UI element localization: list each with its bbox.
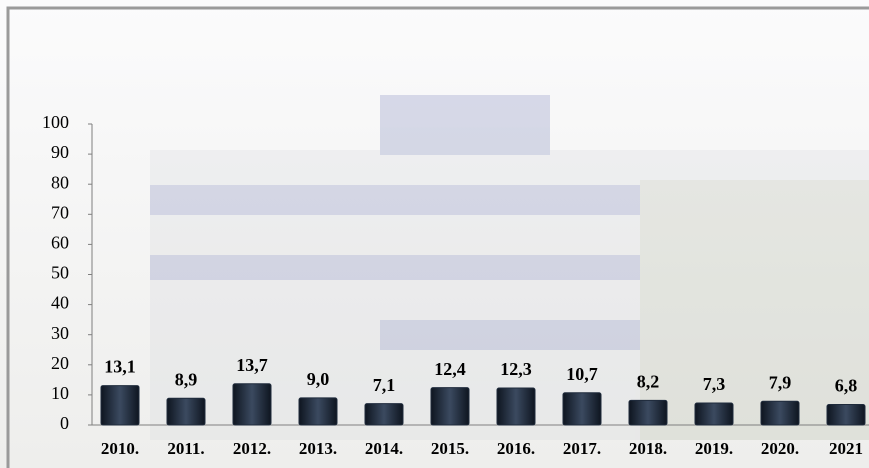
x-tick-label: 2019. xyxy=(695,439,733,458)
value-label: 13,1 xyxy=(104,357,136,377)
value-label: 7,3 xyxy=(703,374,726,394)
x-tick-label: 2014. xyxy=(365,439,403,458)
x-tick-label: 2018. xyxy=(629,439,667,458)
bar xyxy=(298,397,338,426)
x-tick-label: 2015. xyxy=(431,439,469,458)
y-tick-label: 20 xyxy=(51,353,69,373)
bar xyxy=(826,404,866,426)
value-label: 7,9 xyxy=(769,372,792,392)
value-label: 7,1 xyxy=(373,375,396,395)
x-tick-label: 2011. xyxy=(167,439,204,458)
bar xyxy=(562,392,602,426)
value-label: 9,0 xyxy=(307,369,330,389)
value-label: 8,9 xyxy=(175,369,198,389)
value-label: 12,3 xyxy=(500,359,532,379)
bar xyxy=(166,397,206,426)
y-tick-label: 90 xyxy=(51,142,69,162)
x-tick-label: 2013. xyxy=(299,439,337,458)
bar xyxy=(496,387,536,426)
bar xyxy=(694,402,734,426)
background-building xyxy=(150,95,869,440)
value-label: 8,2 xyxy=(637,371,660,391)
value-label: 10,7 xyxy=(566,364,598,384)
y-tick-label: 50 xyxy=(51,263,69,283)
x-tick-label: 2010. xyxy=(101,439,139,458)
value-label: 12,4 xyxy=(434,359,466,379)
y-tick-label: 70 xyxy=(51,202,69,222)
x-tick-label: 2017. xyxy=(563,439,601,458)
bar xyxy=(232,383,272,426)
y-tick-label: 100 xyxy=(42,112,69,132)
x-tick-label: 2020. xyxy=(761,439,799,458)
bar xyxy=(628,399,668,426)
value-label: 6,8 xyxy=(835,376,858,396)
y-tick-label: 60 xyxy=(51,233,69,253)
frame xyxy=(6,6,869,468)
bar xyxy=(100,385,140,426)
bar xyxy=(430,387,470,426)
y-tick-label: 10 xyxy=(51,383,69,403)
bar xyxy=(760,400,800,426)
y-tick-label: 0 xyxy=(60,413,69,433)
x-tick-label: 2016. xyxy=(497,439,535,458)
y-tick-label: 30 xyxy=(51,323,69,343)
y-tick-label: 80 xyxy=(51,172,69,192)
bar xyxy=(364,403,404,426)
value-label: 13,7 xyxy=(236,355,268,375)
y-tick-label: 40 xyxy=(51,293,69,313)
x-tick-label: 2021 xyxy=(829,439,863,458)
x-tick-label: 2012. xyxy=(233,439,271,458)
